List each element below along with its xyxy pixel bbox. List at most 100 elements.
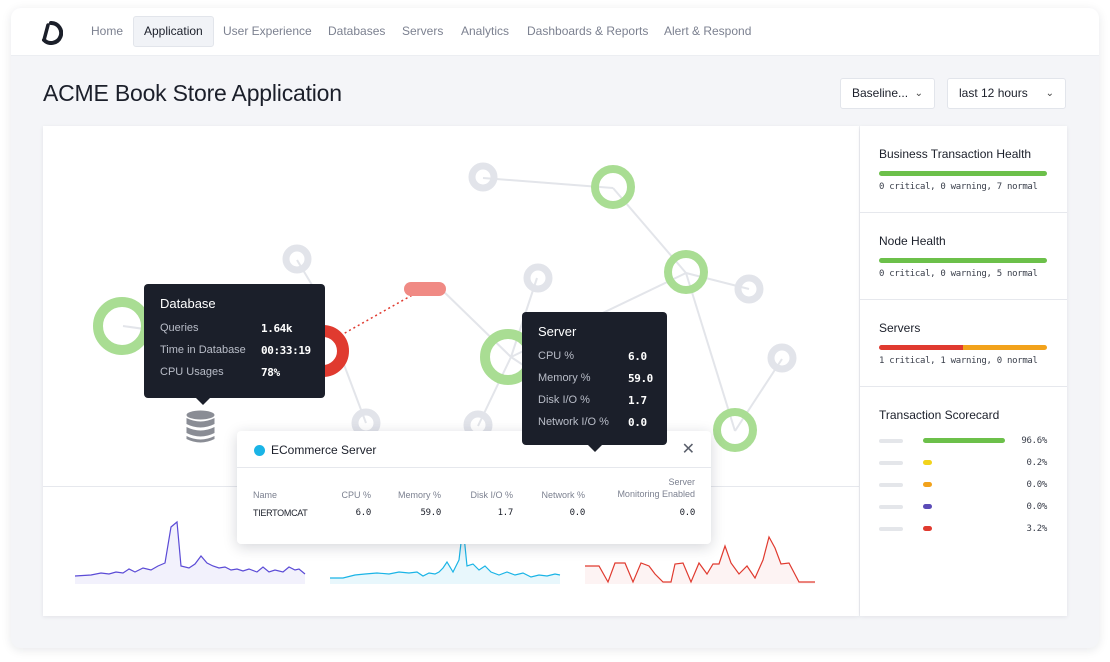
tooltip-value: 1.7 <box>628 394 647 407</box>
server-tooltip-title: Server <box>538 324 577 339</box>
scorecard-value: 0.0% <box>1026 480 1048 490</box>
sparkline-cyan-area <box>330 526 560 584</box>
sparkline-red-area <box>585 537 815 584</box>
scorecard-value: 0.2% <box>1026 458 1048 468</box>
tooltip-value: 59.0 <box>628 372 653 385</box>
scorecard-bar <box>923 438 1006 443</box>
scorecard-placeholder <box>879 483 903 487</box>
tooltip-value: 6.0 <box>628 350 647 363</box>
time-range-select[interactable]: last 12 hours ⌄ <box>947 78 1066 109</box>
health-summary: 0 critical, 0 warning, 5 normal <box>879 269 1038 279</box>
tooltip-label: Network I/O % <box>538 416 609 428</box>
scorecard-placeholder <box>879 527 903 531</box>
transaction-scorecard[interactable]: Transaction Scorecard 96.6% 0.2% 0.0% 0.0% 3… <box>860 387 1067 616</box>
database-tooltip: Database Queries 1.64k Time in Database … <box>144 284 325 405</box>
table-cell-network: 0.0 <box>569 508 586 518</box>
column-header-server-line2: Monitoring Enabled <box>617 489 695 499</box>
health-bar-segment-normal <box>879 258 1047 263</box>
tooltip-arrow <box>588 445 602 452</box>
node-healthy[interactable] <box>591 165 635 209</box>
health-bar <box>879 171 1047 176</box>
column-header-disk-io: Disk I/O % <box>470 490 513 500</box>
scorecard-bar <box>923 504 932 509</box>
tooltip-label: CPU % <box>538 350 575 362</box>
database-icon[interactable] <box>185 410 216 444</box>
health-summary: 1 critical, 1 warning, 0 normal <box>879 356 1038 366</box>
tooltip-label: Memory % <box>538 372 591 384</box>
sparkline-cyan <box>330 525 561 579</box>
critical-link-badge[interactable] <box>404 282 446 296</box>
column-header-name: Name <box>253 490 278 500</box>
health-bar <box>879 258 1047 263</box>
scorecard-bar <box>923 482 932 487</box>
node-health[interactable]: Node Health 0 critical, 0 warning, 5 nor… <box>860 213 1067 300</box>
tooltip-value: 1.64k <box>261 322 293 335</box>
table-cell-cpu: 6.0 <box>355 508 372 518</box>
nav-item-databases[interactable]: Databases <box>328 24 386 38</box>
table-cell-disk-io: 1.7 <box>497 508 514 518</box>
scorecard-row: 3.2% <box>879 524 1047 534</box>
node-healthy[interactable] <box>664 250 708 294</box>
column-header-cpu: CPU % <box>341 490 371 500</box>
scorecard-value: 0.0% <box>1026 502 1048 512</box>
tooltip-label: Disk I/O % <box>538 394 590 406</box>
nav-item-analytics[interactable]: Analytics <box>461 24 510 38</box>
table-cell-name: TIERTOMCAT <box>253 508 308 518</box>
tooltip-label: CPU Usages <box>160 366 224 378</box>
baseline-select-value: Baseline... <box>852 86 909 100</box>
database-tooltip-title: Database <box>160 296 216 311</box>
sparkline-purple-area <box>75 522 305 584</box>
section-title: Transaction Scorecard <box>879 408 1000 422</box>
column-header-memory: Memory % <box>397 490 441 500</box>
sparkline-red <box>585 535 815 584</box>
health-summary: 0 critical, 0 warning, 7 normal <box>879 182 1038 192</box>
table-cell-memory: 59.0 <box>420 508 442 518</box>
nav-item-application[interactable]: Application <box>133 16 214 47</box>
scorecard-placeholder <box>879 439 903 443</box>
tooltip-label: Time in Database <box>160 344 246 356</box>
scorecard-value: 3.2% <box>1026 524 1048 534</box>
ecommerce-server-popup: ECommerce Server ✕ Name CPU % Memory % D… <box>237 431 711 544</box>
server-tooltip: Server CPU % 6.0 Memory % 59.0 Disk I/O … <box>522 312 667 452</box>
scorecard-bar <box>923 460 932 465</box>
app-window: Home Application User Experience Databas… <box>11 8 1099 648</box>
servers-health[interactable]: Servers 1 critical, 1 warning, 0 normal <box>860 300 1067 387</box>
health-bar <box>879 345 1047 350</box>
node-grey[interactable] <box>734 274 764 304</box>
top-nav: Home Application User Experience Databas… <box>11 8 1099 56</box>
critical-link <box>335 288 424 339</box>
popup-title: ECommerce Server <box>271 443 377 457</box>
health-bar-segment-warning <box>963 345 1047 350</box>
section-title: Business Transaction Health <box>879 147 1032 161</box>
scorecard-placeholder <box>879 505 903 509</box>
node-healthy[interactable] <box>713 408 757 452</box>
node-grey[interactable] <box>282 244 312 274</box>
page-title: ACME Book Store Application <box>43 80 342 106</box>
tooltip-arrow <box>196 398 210 405</box>
tooltip-label: Queries <box>160 322 199 334</box>
business-transaction-health[interactable]: Business Transaction Health 0 critical, … <box>860 126 1067 213</box>
nav-item-servers[interactable]: Servers <box>402 24 444 38</box>
scorecard-bar <box>923 526 932 531</box>
node-healthy[interactable] <box>93 297 151 355</box>
health-bar-segment-critical <box>879 345 963 350</box>
node-grey[interactable] <box>767 343 797 373</box>
scorecard-placeholder <box>879 461 903 465</box>
tooltip-value: 00:33:19 <box>261 344 311 357</box>
scorecard-row: 96.6% <box>879 436 1047 446</box>
nav-item-home[interactable]: Home <box>91 24 124 38</box>
section-title: Servers <box>879 321 921 335</box>
tooltip-value: 78% <box>261 366 280 379</box>
nav-item-user-experience[interactable]: User Experience <box>223 24 312 38</box>
node-grey[interactable] <box>468 162 498 192</box>
nav-item-alert-respond[interactable]: Alert & Respond <box>664 24 752 38</box>
nav-item-dashboards-reports[interactable]: Dashboards & Reports <box>527 24 649 38</box>
close-icon[interactable]: ✕ <box>681 441 695 458</box>
scorecard-row: 0.2% <box>879 458 1047 468</box>
node-grey[interactable] <box>523 263 553 293</box>
tooltip-value: 0.0 <box>628 416 647 429</box>
baseline-select[interactable]: Baseline... ⌄ <box>840 78 935 109</box>
chevron-down-icon: ⌄ <box>914 88 923 99</box>
chevron-down-icon: ⌄ <box>1045 88 1054 99</box>
popup-divider <box>237 467 711 468</box>
